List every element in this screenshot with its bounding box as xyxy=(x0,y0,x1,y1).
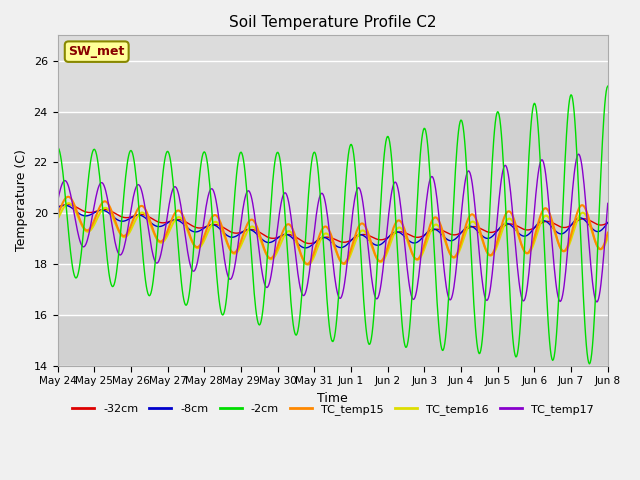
Legend: -32cm, -8cm, -2cm, TC_temp15, TC_temp16, TC_temp17: -32cm, -8cm, -2cm, TC_temp15, TC_temp16,… xyxy=(67,400,598,420)
Text: SW_met: SW_met xyxy=(68,45,125,58)
X-axis label: Time: Time xyxy=(317,392,348,405)
Title: Soil Temperature Profile C2: Soil Temperature Profile C2 xyxy=(229,15,436,30)
Bar xyxy=(58,111,608,162)
Bar xyxy=(58,315,608,366)
Bar xyxy=(58,213,608,264)
Y-axis label: Temperature (C): Temperature (C) xyxy=(15,150,28,252)
